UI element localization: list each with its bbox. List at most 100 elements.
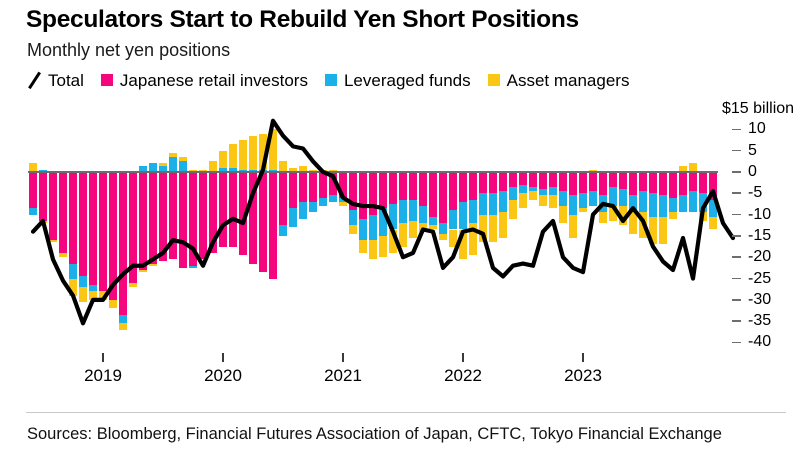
- bar-segment-retail: [99, 171, 107, 292]
- zero-baseline: [28, 171, 718, 173]
- bar-segment-leveraged: [369, 214, 377, 241]
- bar-segment-retail: [359, 171, 367, 219]
- bar-segment-leveraged: [489, 193, 497, 215]
- bar-group: [59, 108, 67, 351]
- bar-group: [559, 108, 567, 351]
- bar-segment-retail: [449, 171, 457, 211]
- bar-segment-asset: [559, 206, 567, 224]
- bar-segment-retail: [179, 171, 187, 268]
- bar-segment-leveraged: [549, 186, 557, 196]
- legend-item-japanese-retail-investors[interactable]: Japanese retail investors: [100, 70, 308, 90]
- bar-group: [349, 108, 357, 351]
- bar-segment-asset: [249, 135, 257, 170]
- bar-segment-leveraged: [469, 199, 477, 224]
- bar-group: [649, 108, 657, 351]
- bar-segment-asset: [329, 169, 337, 172]
- bar-group: [359, 108, 367, 351]
- bar-segment-leveraged: [499, 191, 507, 213]
- x-axis-tick-label: 2020: [204, 366, 242, 385]
- bar-group: [49, 108, 57, 351]
- bar-segment-leveraged: [669, 197, 677, 213]
- bar-group: [239, 108, 247, 351]
- y-axis-tick-label: -25: [748, 269, 772, 287]
- bar-group: [89, 108, 97, 351]
- bar-segment-leveraged: [359, 218, 367, 241]
- y-axis-tick-label: 5: [748, 141, 757, 159]
- x-axis-tick-label: 2019: [84, 366, 122, 385]
- bar-group: [449, 108, 457, 351]
- bar-segment-retail: [189, 171, 197, 266]
- legend-item-label: Japanese retail investors: [119, 70, 308, 90]
- bar-segment-asset: [599, 212, 607, 224]
- bar-segment-retail: [119, 171, 127, 315]
- y-axis-tick-label: 0: [748, 162, 757, 180]
- x-axis-tick: [102, 353, 104, 362]
- bar-segment-asset: [609, 206, 617, 221]
- x-axis-tick-label: 2022: [444, 366, 482, 385]
- bar-segment-leveraged: [459, 201, 467, 230]
- bar-group: [309, 108, 317, 351]
- bar-segment-retail: [629, 171, 637, 196]
- bar-group: [529, 108, 537, 351]
- bar-group: [389, 108, 397, 351]
- bar-segment-retail: [279, 171, 287, 226]
- legend-item-total[interactable]: Total: [27, 72, 84, 89]
- bar-segment-asset: [489, 214, 497, 243]
- y-axis-tick-label: -5: [748, 184, 763, 202]
- bar-segment-asset: [179, 157, 187, 162]
- bar-group: [299, 108, 307, 351]
- y-tick-dash-icon: [732, 341, 741, 344]
- bar-segment-retail: [479, 171, 487, 194]
- bar-segment-asset: [509, 199, 517, 219]
- bar-segment-leveraged: [239, 169, 247, 172]
- bar-segment-leveraged: [89, 284, 97, 292]
- bar-segment-asset: [219, 150, 227, 168]
- bar-segment-asset: [389, 229, 397, 253]
- chart-legend: Total Japanese retail investors Leveraged …: [27, 68, 646, 92]
- bar-group: [269, 108, 277, 351]
- bar-segment-retail: [619, 171, 627, 189]
- bar-group: [159, 108, 167, 351]
- bar-segment-asset: [209, 161, 217, 172]
- y-axis-tick-label: -10: [748, 205, 772, 223]
- y-axis-tick: 0: [722, 162, 757, 180]
- bar-segment-retail: [79, 171, 87, 277]
- bar-segment-asset: [649, 216, 657, 245]
- bar-group: [689, 108, 697, 351]
- bar-segment-leveraged: [519, 184, 527, 194]
- bar-segment-retail: [679, 171, 687, 196]
- bar-segment-leveraged: [119, 314, 127, 324]
- bar-segment-retail: [239, 171, 247, 256]
- bar-segment-leveraged: [349, 210, 357, 226]
- legend-item-leveraged-funds[interactable]: Leveraged funds: [324, 72, 471, 89]
- bar-segment-asset: [469, 223, 477, 256]
- y-tick-dash-icon: [732, 277, 741, 280]
- bar-segment-asset: [349, 225, 357, 234]
- bar-group: [279, 108, 287, 351]
- bar-group: [189, 108, 197, 351]
- bar-group: [629, 108, 637, 351]
- bar-segment-retail: [669, 171, 677, 198]
- y-axis-tick-label: -20: [748, 248, 772, 266]
- x-axis-tick: [342, 353, 344, 362]
- bar-segment-retail: [559, 171, 567, 192]
- y-axis-tick: 5: [722, 141, 757, 159]
- legend-item-asset-managers[interactable]: Asset managers: [487, 72, 629, 89]
- bar-group: [379, 108, 387, 351]
- bar-segment-asset: [99, 291, 107, 300]
- x-axis-tick-label: 2023: [564, 366, 602, 385]
- bar-segment-leveraged: [319, 197, 327, 207]
- bar-segment-leveraged: [609, 186, 617, 207]
- legend-item-label: Total: [48, 70, 84, 90]
- bar-segment-retail: [89, 171, 97, 285]
- bar-segment-retail: [59, 171, 67, 253]
- bar-segment-asset: [569, 214, 577, 239]
- bar-segment-retail: [649, 171, 657, 194]
- bar-segment-retail: [389, 171, 397, 204]
- y-axis-tick: 10: [722, 120, 766, 137]
- bar-segment-retail: [639, 171, 647, 192]
- y-axis-tick-label: -30: [748, 290, 772, 308]
- footer-divider: [26, 412, 786, 413]
- bar-segment-asset: [29, 163, 37, 172]
